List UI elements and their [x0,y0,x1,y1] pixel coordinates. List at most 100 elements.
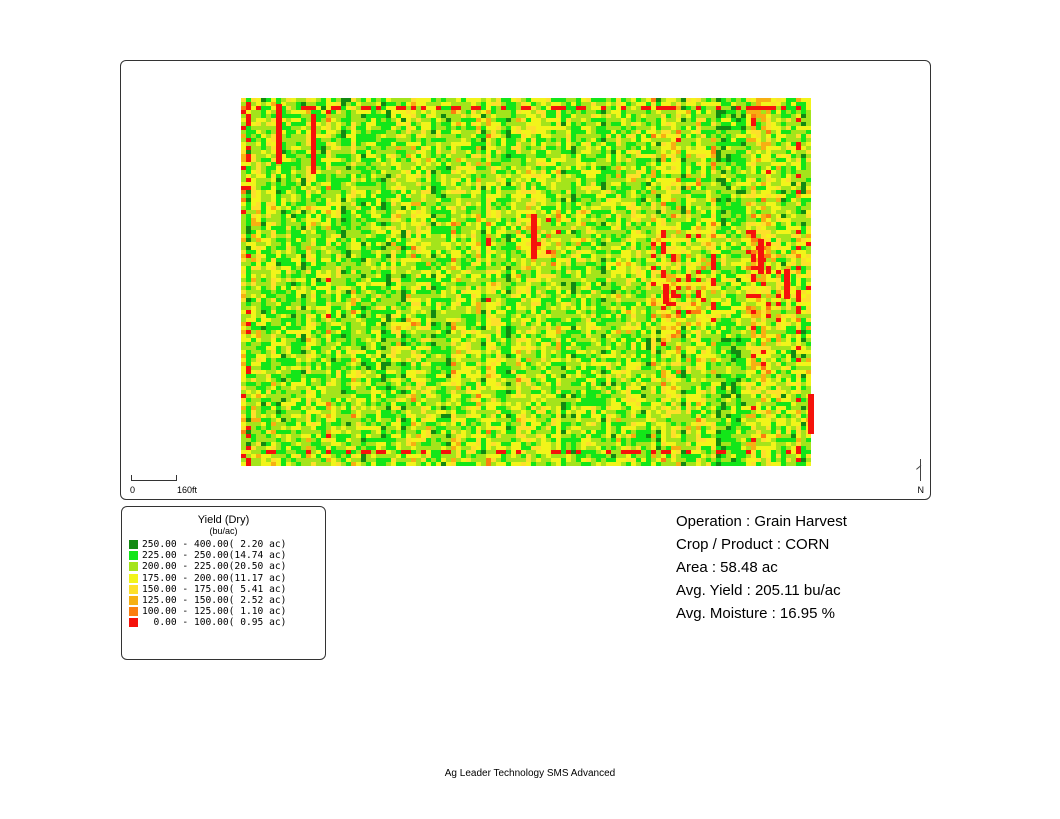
yield-cell [281,138,286,142]
yield-cell [416,318,421,322]
yield-cell [256,162,261,166]
yield-cell [481,306,486,310]
yield-cell [416,186,421,190]
yield-cell [306,358,311,362]
yield-cell [426,106,431,110]
yield-cell [286,390,291,394]
yield-cell [416,126,421,130]
yield-cell [506,438,511,442]
yield-cell [261,462,266,466]
yield-cell [461,318,466,322]
yield-cell [436,174,441,178]
yield-cell [281,322,286,326]
yield-cell [246,334,251,338]
yield-cell [466,170,471,174]
yield-cell [421,186,426,190]
yield-cell [266,210,271,214]
yield-cell [371,390,376,394]
yield-cell [411,390,416,394]
yield-cell [296,350,301,354]
yield-cell [341,138,346,142]
yield-cell [416,290,421,294]
yield-cell [416,322,421,326]
yield-cell [491,102,496,106]
yield-cell [321,242,326,246]
yield-cell [386,442,391,446]
yield-cell [366,170,371,174]
yield-cell [456,294,461,298]
yield-cell [301,426,306,430]
yield-cell [451,222,456,226]
yield-cell [271,350,276,354]
yield-cell [416,146,421,150]
yield-cell [506,390,511,394]
yield-cell [476,218,481,222]
yield-cell [506,350,511,354]
yield-cell [246,106,251,110]
yield-cell [431,314,436,318]
yield-cell [411,274,416,278]
yield-cell [506,374,511,378]
yield-cell [286,126,291,130]
yield-map[interactable] [236,94,816,469]
yield-cell [346,394,351,398]
yield-cell [386,322,391,326]
yield-cell [291,374,296,378]
yield-cell [296,214,301,218]
yield-cell [471,254,476,258]
yield-cell [411,98,416,102]
yield-cell [501,158,506,162]
yield-cell [246,382,251,386]
yield-cell [506,158,511,162]
yield-cell [316,326,321,330]
yield-cell [256,270,261,274]
yield-cell [376,190,381,194]
yield-cell [316,330,321,334]
yield-cell [461,170,466,174]
yield-cell [246,414,251,418]
yield-cell [241,442,246,446]
yield-cell [446,390,451,394]
yield-cell [321,254,326,258]
yield-cell [361,230,366,234]
yield-cell [491,270,496,274]
yield-cell [361,166,366,170]
yield-cell [331,438,336,442]
yield-cell [401,310,406,314]
yield-cell [471,146,476,150]
yield-cell [406,342,411,346]
yield-cell [401,314,406,318]
yield-cell [396,170,401,174]
yield-cell [396,198,401,202]
yield-cell [286,434,291,438]
yield-cell [331,378,336,382]
yield-cell [461,394,466,398]
yield-cell [476,118,481,122]
yield-cell [326,198,331,202]
yield-cell [496,442,501,446]
yield-cell [411,398,416,402]
yield-cell [456,270,461,274]
yield-cell [306,398,311,402]
yield-cell [361,134,366,138]
yield-cell [446,238,451,242]
yield-cell [376,282,381,286]
yield-cell [281,238,286,242]
yield-cell [411,322,416,326]
yield-cell [446,442,451,446]
yield-cell [426,198,431,202]
yield-cell [466,306,471,310]
yield-cell [501,262,506,266]
yield-cell [441,322,446,326]
yield-cell [446,310,451,314]
yield-cell [456,410,461,414]
yield-cell [276,374,281,378]
yield-cell [501,118,506,122]
yield-cell [421,214,426,218]
yield-cell [366,278,371,282]
yield-cell [426,382,431,386]
yield-cell [271,462,276,466]
yield-cell [356,210,361,214]
yield-cell [356,382,361,386]
yield-cell [276,258,281,262]
